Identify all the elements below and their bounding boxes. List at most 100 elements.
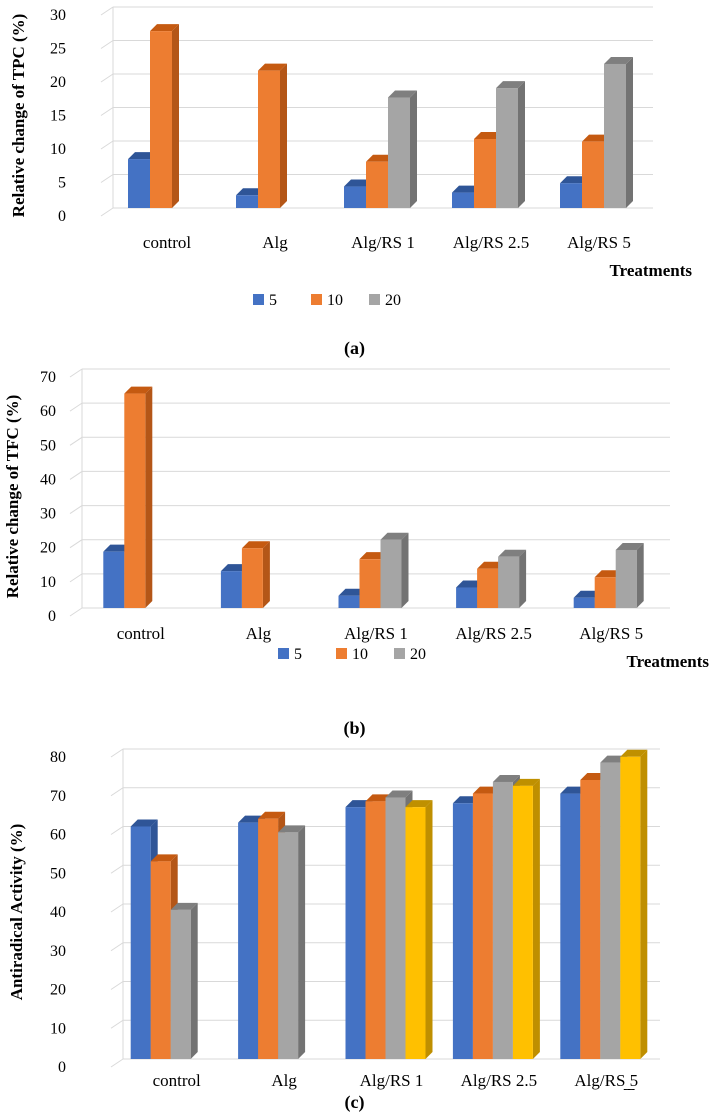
y-tick-label: 50 [50, 865, 66, 882]
bar-side [640, 749, 648, 1059]
bar [582, 141, 604, 208]
bar [405, 807, 426, 1059]
bar-side [518, 81, 525, 208]
y-tick-label: 15 [50, 108, 66, 125]
bar-side [532, 778, 540, 1059]
legend-label: 10 [327, 292, 343, 309]
bar [130, 826, 151, 1059]
bar [474, 138, 496, 208]
y-tick-label: 40 [40, 471, 56, 488]
y-axis-label: Antiradical Activity (%) [7, 824, 26, 1001]
bar-top [150, 854, 178, 862]
y-tick-label: 10 [50, 141, 66, 158]
x-tick-label: Alg/RS 5 [567, 233, 631, 252]
gridline-depth [69, 471, 83, 480]
bar-side [145, 386, 153, 608]
bar-side [280, 63, 287, 209]
bar-top [380, 532, 409, 540]
bar [594, 577, 616, 608]
bar [604, 63, 626, 209]
y-axis-label: Relative change of TFC (%) [3, 395, 22, 599]
gridline-depth [100, 40, 114, 49]
bar [472, 793, 493, 1059]
x-axis-label: Treatments [624, 1085, 707, 1090]
gridline-depth [110, 1058, 124, 1068]
bar-top [474, 131, 503, 139]
bar [103, 551, 125, 608]
gridline-depth [69, 402, 83, 412]
caption-c: (c) [344, 1092, 365, 1112]
legend-swatch [278, 648, 289, 659]
bar [452, 803, 473, 1059]
bar-side [401, 532, 409, 608]
gridline-depth [110, 1019, 124, 1029]
y-tick-label: 20 [40, 540, 56, 557]
bar [620, 756, 641, 1059]
bar-top [241, 541, 270, 549]
bar-side [636, 542, 644, 608]
gridline-depth [100, 6, 114, 16]
bar [492, 781, 513, 1059]
gridline-depth [110, 826, 124, 835]
y-tick-label: 25 [50, 41, 66, 58]
bar-top [615, 542, 644, 550]
y-tick-label: 0 [48, 608, 56, 625]
y-tick-label: 60 [40, 403, 56, 420]
bar [615, 549, 637, 608]
bar-top [405, 800, 433, 808]
legend-swatch [253, 294, 264, 305]
bar [365, 801, 386, 1059]
legend-swatch [369, 294, 380, 305]
legend-swatch [311, 294, 322, 305]
y-tick-label: 0 [58, 1059, 66, 1076]
y-tick-label: 30 [50, 943, 66, 960]
gridline-depth [110, 748, 124, 758]
x-tick-label: Alg [262, 233, 288, 252]
caption-b: (b) [343, 718, 366, 738]
bar [170, 909, 191, 1059]
x-tick-label: Alg [271, 1071, 297, 1090]
gridline-depth [100, 207, 114, 217]
bar-top [582, 134, 611, 142]
bar-side [626, 56, 633, 209]
bar-top [258, 63, 287, 71]
y-axis-label: Relative change of TPC (%) [9, 14, 28, 218]
x-tick-label: Alg/RS 1 [344, 624, 408, 643]
bar-top [604, 56, 633, 64]
bar [560, 183, 582, 208]
bar-top [278, 825, 306, 833]
bar [236, 195, 258, 208]
y-tick-label: 30 [40, 506, 56, 523]
x-tick-label: Alg/RS 1 [360, 1071, 424, 1090]
x-tick-label: control [153, 1071, 201, 1090]
legend-label: 5 [294, 646, 302, 663]
gridline-depth [110, 981, 124, 990]
gridline-depth [110, 787, 124, 797]
bar-top [496, 81, 525, 89]
bar-top [236, 188, 265, 196]
bar-top [498, 549, 527, 557]
chart-panel-c: 0 10 20 30 40 50 60 70 80 Antiradical Activity (%… [0, 740, 709, 1090]
chart-panel-a: 0 5 10 15 20 25 30 Relative change of TPC (%) co… [0, 0, 709, 318]
bar-side [298, 825, 306, 1059]
y-tick-label: 30 [50, 7, 66, 24]
bar [241, 548, 263, 608]
y-tick-label: 70 [50, 788, 66, 805]
legend-label: 20 [385, 292, 401, 309]
bar [512, 785, 533, 1059]
bar [580, 780, 601, 1059]
x-tick-label: Alg/RS 2.5 [455, 624, 532, 643]
bar-top [170, 902, 198, 910]
x-tick-label: control [117, 624, 165, 643]
bar [150, 861, 171, 1059]
bar [385, 797, 406, 1059]
bar [278, 832, 299, 1059]
x-tick-label: Alg [246, 624, 272, 643]
bar-side [172, 24, 179, 209]
legend-swatch [394, 648, 405, 659]
x-axis-label: Treatments [627, 652, 709, 671]
x-tick-label: Alg/RS 1 [351, 233, 415, 252]
gridline-depth [110, 864, 124, 874]
y-tick-label: 40 [50, 904, 66, 921]
chart-a: 0 5 10 15 20 25 30 Relative change of TPC (%) co… [9, 6, 692, 309]
